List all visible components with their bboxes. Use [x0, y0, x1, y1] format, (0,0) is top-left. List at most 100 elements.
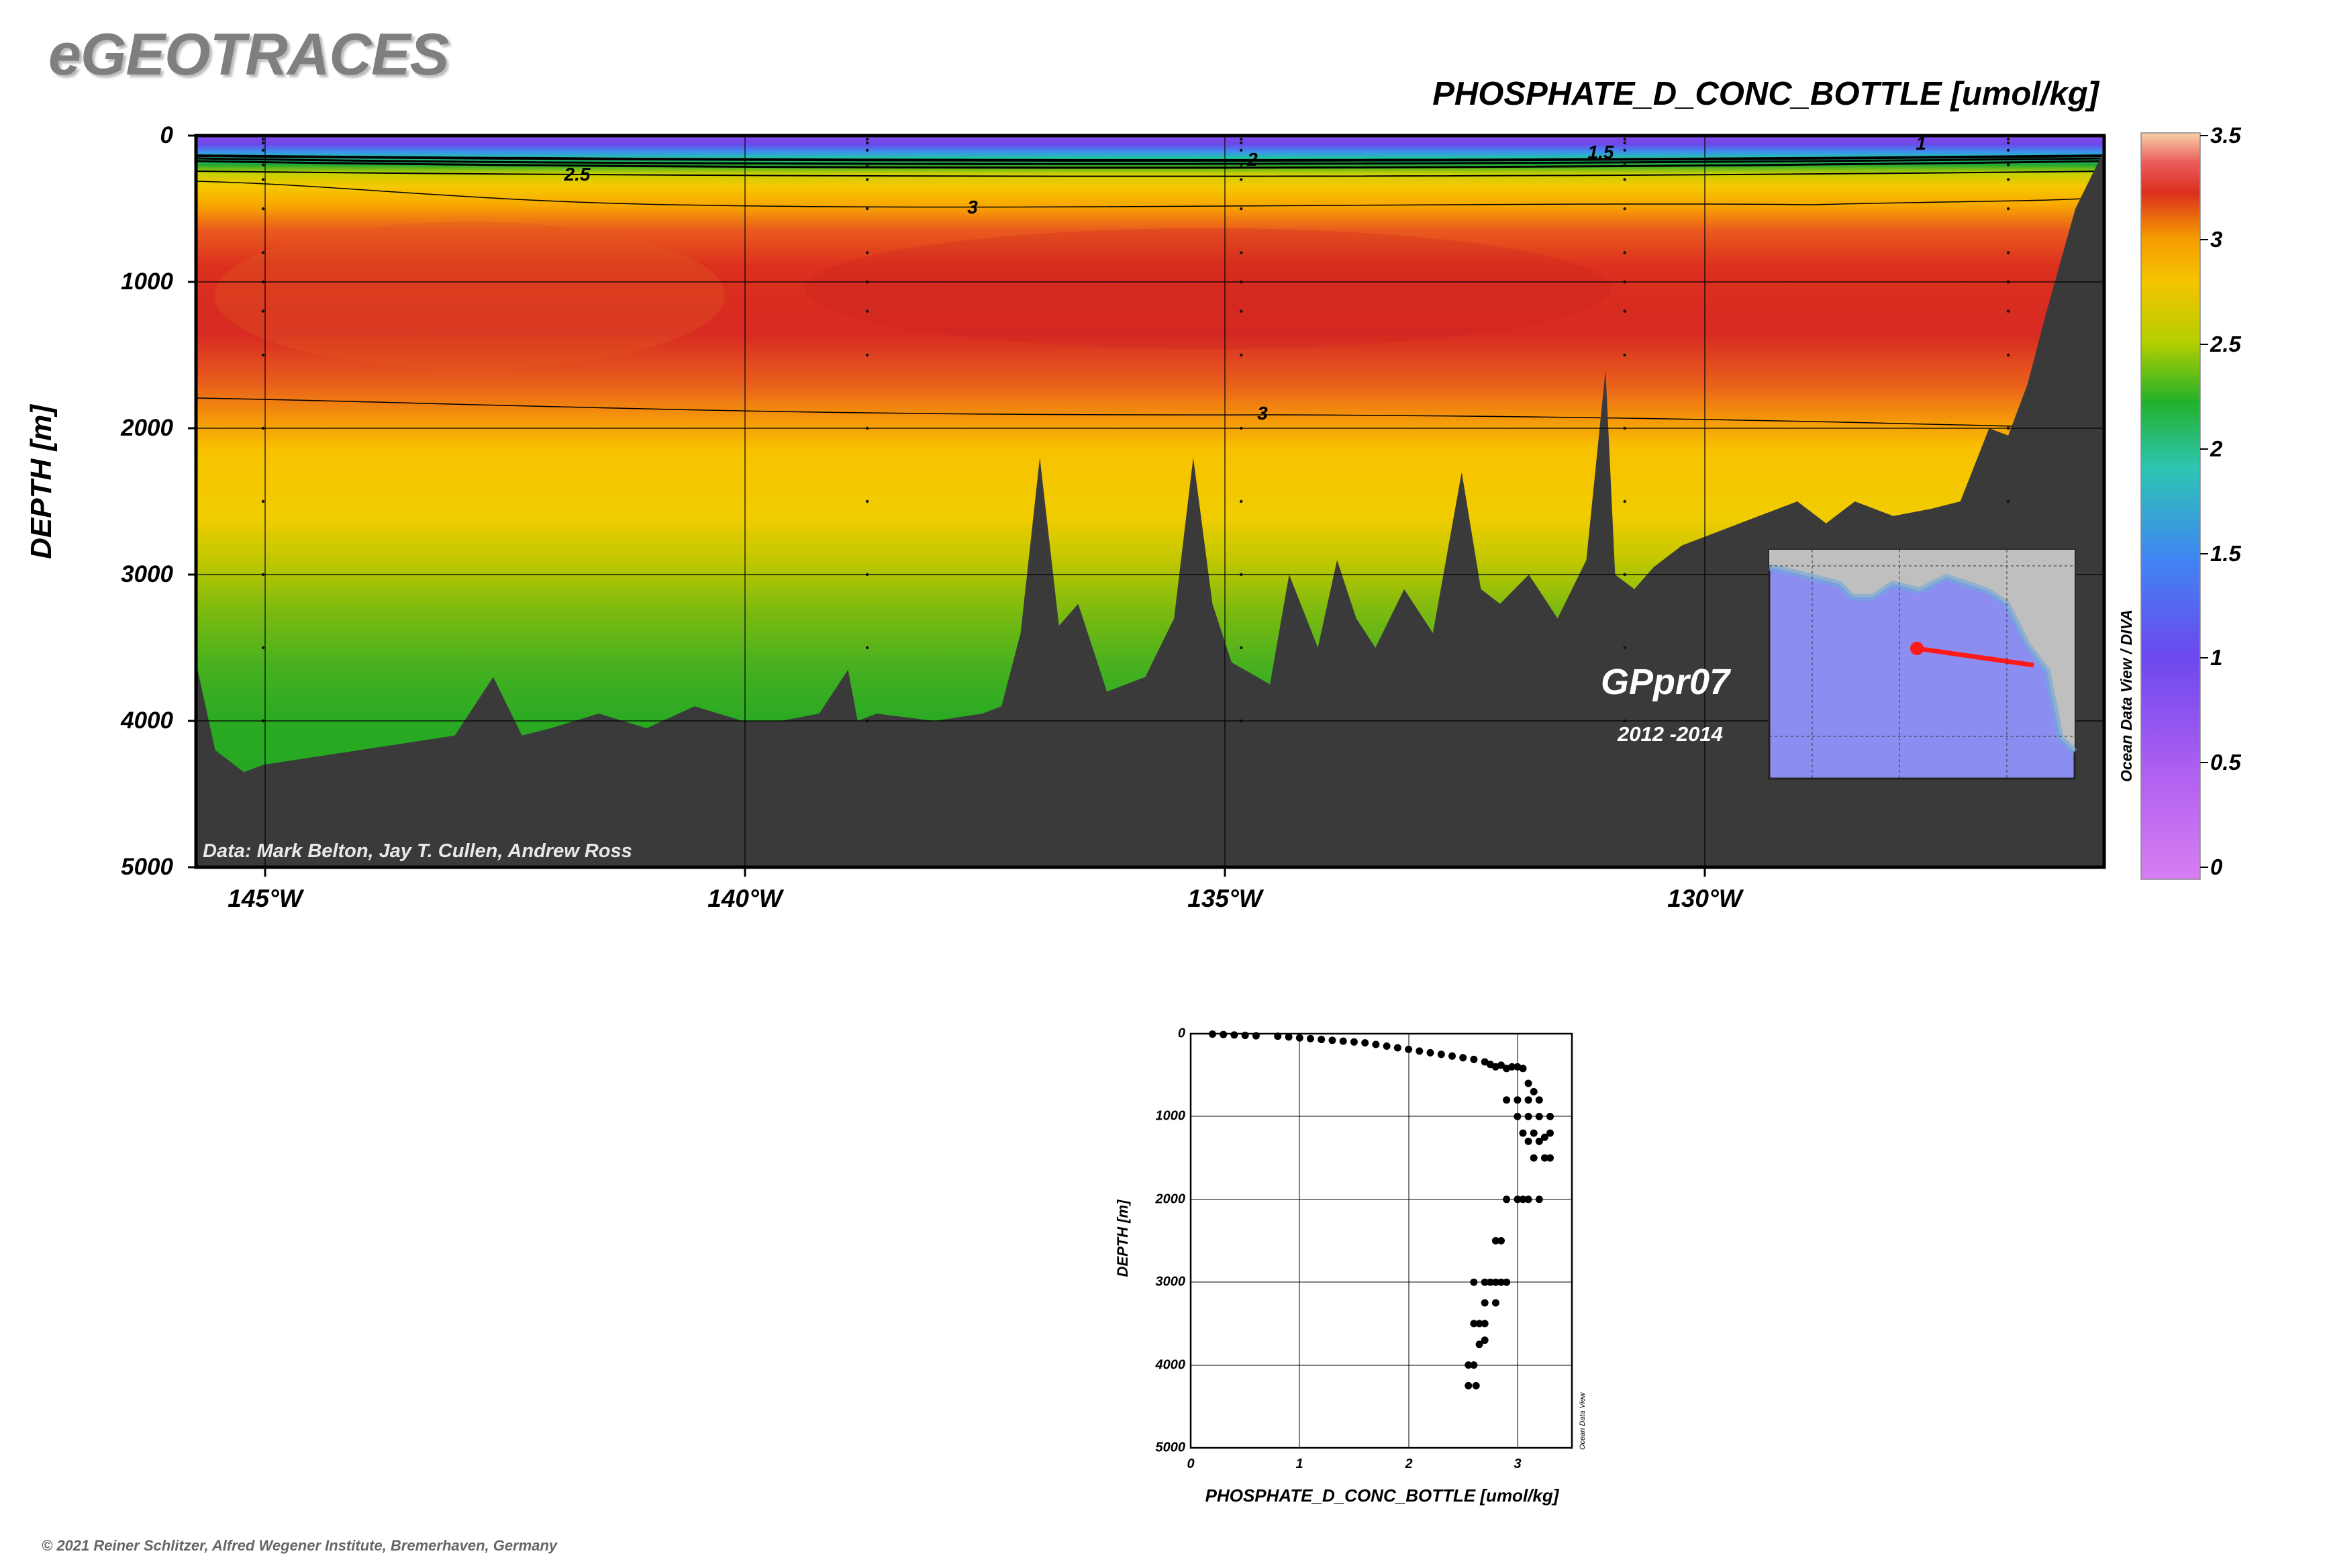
profile-data-point [1530, 1087, 1538, 1095]
station-sample-dot [865, 141, 869, 145]
colorbar-ticks [2200, 135, 2208, 868]
station-sample-dot [2006, 178, 2010, 181]
profile-data-point [1546, 1154, 1554, 1162]
profile-depth-tick: 3000 [1155, 1274, 1186, 1289]
profile-x-tick: 1 [1295, 1457, 1303, 1471]
depth-tick-label: 2000 [121, 415, 173, 441]
profile-depth-tick: 4000 [1155, 1357, 1186, 1373]
profile-data-point [1475, 1340, 1483, 1349]
profile-data-point [1350, 1038, 1358, 1046]
profile-data-point [1481, 1299, 1489, 1307]
profile-data-point [1481, 1278, 1489, 1286]
station-markers [261, 138, 2010, 723]
profile-data-point [1524, 1137, 1532, 1145]
colorbar-tick-label: 0 [2210, 854, 2223, 879]
data-credit: Data: Mark Belton, Jay T. Cullen, Andrew… [203, 840, 632, 862]
profile-data-point [1472, 1381, 1480, 1389]
profile-depth-label: DEPTH [m] [1114, 1199, 1131, 1277]
station-sample-dot [261, 148, 265, 152]
profile-data-point [1546, 1112, 1554, 1120]
profile-x-tick: 2 [1405, 1457, 1413, 1471]
station-sample-dot [261, 646, 265, 650]
profile-data-point [1535, 1096, 1543, 1104]
station-sample-dot [1623, 646, 1626, 650]
station-sample-dot [1240, 499, 1243, 503]
station-sample-dot [865, 499, 869, 503]
station-sample-dot [2006, 353, 2010, 357]
profile-data-point [1524, 1079, 1532, 1087]
profile-data-point [1470, 1055, 1478, 1063]
contour-1-5 [196, 157, 2104, 165]
station-sample-dot [1623, 499, 1626, 503]
profile-depth-tick: 5000 [1155, 1440, 1186, 1455]
station-sample-dot [2006, 141, 2010, 145]
profile-data-point [1530, 1154, 1538, 1162]
profile-data-point [1470, 1361, 1478, 1369]
station-sample-dot [2006, 251, 2010, 254]
station-sample-dot [261, 353, 265, 357]
longitude-tick-label: 130°W [1667, 885, 1742, 912]
profile-depth-tick: 2000 [1155, 1191, 1186, 1207]
station-sample-dot [1240, 163, 1243, 166]
copyright-notice: © 2021 Reiner Schlitzer, Alfred Wegener … [42, 1537, 558, 1554]
profile-data-point [1519, 1065, 1527, 1073]
station-sample-dot [1623, 138, 1626, 141]
profile-x-tick: 0 [1187, 1457, 1195, 1471]
egeotraces-logo: eGEOTRACES [48, 21, 449, 87]
software-credit: Ocean Data View / DIVA [2118, 609, 2135, 782]
station-sample-dot [865, 138, 869, 141]
station-sample-dot [865, 163, 869, 166]
profile-data-point [1252, 1032, 1260, 1040]
contour-3-lower [196, 397, 2014, 427]
station-sample-dot [1240, 138, 1243, 141]
station-sample-dot [261, 309, 265, 313]
station-sample-dot [865, 646, 869, 650]
profile-data-point [1535, 1112, 1543, 1120]
profile-data-point [1535, 1195, 1543, 1204]
profile-data-point [1295, 1034, 1303, 1042]
depth-tick-label: 0 [160, 122, 173, 148]
station-sample-dot [1240, 148, 1243, 152]
station-sample-dot [1623, 148, 1626, 152]
profile-data-point [1524, 1096, 1532, 1104]
profile-data-point [1524, 1112, 1532, 1120]
profile-data-point [1426, 1048, 1434, 1057]
station-sample-dot [1623, 309, 1626, 313]
profile-data-point [1497, 1278, 1505, 1286]
station-sample-dot [1623, 141, 1626, 145]
profile-data-point [1530, 1129, 1538, 1137]
station-sample-dot [2006, 499, 2010, 503]
depth-tick-label: 1000 [121, 268, 173, 295]
profile-data-point [1481, 1336, 1489, 1344]
section-plot-frame [194, 134, 2106, 869]
profile-data-point [1519, 1195, 1527, 1204]
depth-tick-label: 5000 [121, 854, 173, 880]
contour-label: 2.5 [564, 164, 591, 185]
station-sample-dot [261, 163, 265, 166]
station-sample-dot [1623, 251, 1626, 254]
chart-title: PHOSPHATE_D_CONC_BOTTLE [umol/kg] [1432, 76, 2099, 112]
station-sample-dot [865, 148, 869, 152]
profile-data-point [1328, 1036, 1336, 1044]
profile-data-point [1497, 1237, 1505, 1244]
station-sample-dot [261, 141, 265, 145]
profile-data-point [1514, 1112, 1522, 1120]
profile-data-point [1540, 1133, 1548, 1141]
profile-data-point [1372, 1040, 1380, 1048]
colorbar-tick-label: 2 [2210, 436, 2223, 461]
profile-data-point [1220, 1030, 1228, 1038]
station-sample-dot [1623, 207, 1626, 211]
contour-2-5 [196, 170, 2104, 177]
station-sample-dot [1240, 353, 1243, 357]
station-sample-dot [865, 353, 869, 357]
profile-data-point [1470, 1278, 1478, 1286]
profile-plot [1189, 1030, 1573, 1449]
longitude-tick-label: 140°W [707, 885, 783, 912]
station-sample-dot [865, 207, 869, 211]
station-sample-dot [261, 251, 265, 254]
colorbar-tick-label: 3.5 [2210, 123, 2241, 148]
profile-x-tick: 3 [1514, 1457, 1522, 1471]
profile-data-point [1465, 1381, 1473, 1389]
longitude-tick-label: 135°W [1187, 885, 1262, 912]
